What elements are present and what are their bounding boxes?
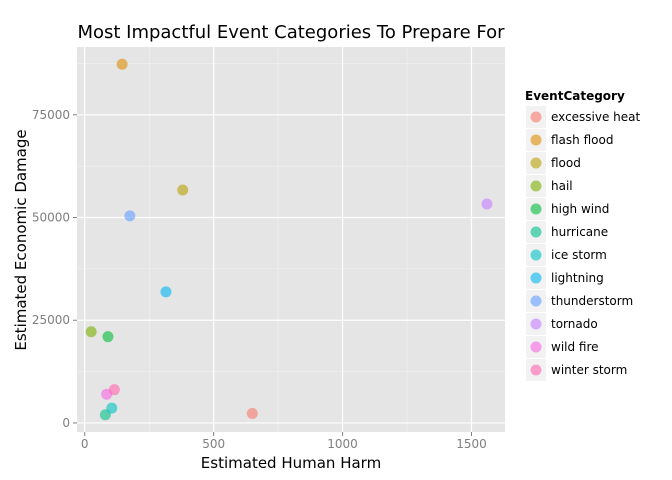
legend-label: high wind (551, 202, 609, 216)
data-point (481, 198, 493, 210)
x-tick-label: 500 (202, 437, 225, 451)
legend-swatch (530, 295, 542, 307)
data-point (116, 58, 128, 70)
legend-swatch (530, 134, 542, 146)
data-point (85, 326, 97, 338)
legend-swatch (530, 226, 542, 238)
y-tick-label: 75000 (32, 108, 70, 122)
data-point (177, 184, 189, 196)
legend-swatch (530, 318, 542, 330)
plot-panel (77, 47, 505, 432)
legend-swatch (530, 364, 542, 376)
x-tick-label: 1500 (456, 437, 487, 451)
legend-label: tornado (551, 317, 598, 331)
legend-swatch (530, 272, 542, 284)
x-axis-title: Estimated Human Harm (201, 454, 381, 472)
legend-swatch (530, 180, 542, 192)
legend-label: hail (551, 179, 573, 193)
axis-ticks: 0 500 1000 1500 0 25000 50000 75000 (32, 108, 487, 451)
data-point (106, 402, 118, 414)
legend-title: EventCategory (525, 89, 625, 103)
legend-label: flash flood (551, 133, 613, 147)
legend-label: excessive heat (551, 110, 641, 124)
legend-label: thunderstorm (551, 294, 633, 308)
legend-swatch (530, 249, 542, 261)
legend-label: wild fire (551, 340, 599, 354)
legend-label: hurricane (551, 225, 608, 239)
legend: EventCategory excessive heat flash flood f… (525, 89, 641, 381)
data-point (108, 384, 120, 396)
legend-label: winter storm (551, 363, 627, 377)
legend-swatch (530, 111, 542, 123)
legend-swatch (530, 341, 542, 353)
y-tick-label: 25000 (32, 313, 70, 327)
data-point (246, 408, 258, 420)
data-point (124, 210, 136, 222)
legend-swatch (530, 157, 542, 169)
legend-swatch (530, 203, 542, 215)
x-tick-label: 1000 (327, 437, 358, 451)
grid-lines (77, 47, 505, 432)
legend-label: ice storm (551, 248, 607, 262)
legend-label: lightning (551, 271, 604, 285)
data-point (102, 331, 114, 343)
y-tick-label: 0 (62, 416, 70, 430)
y-axis-title: Estimated Economic Damage (12, 129, 30, 350)
legend-label: flood (551, 156, 581, 170)
data-points (85, 58, 493, 421)
x-tick-label: 0 (81, 437, 89, 451)
y-tick-label: 50000 (32, 211, 70, 225)
chart-title: Most Impactful Event Categories To Prepa… (77, 22, 505, 43)
data-point (160, 286, 172, 298)
